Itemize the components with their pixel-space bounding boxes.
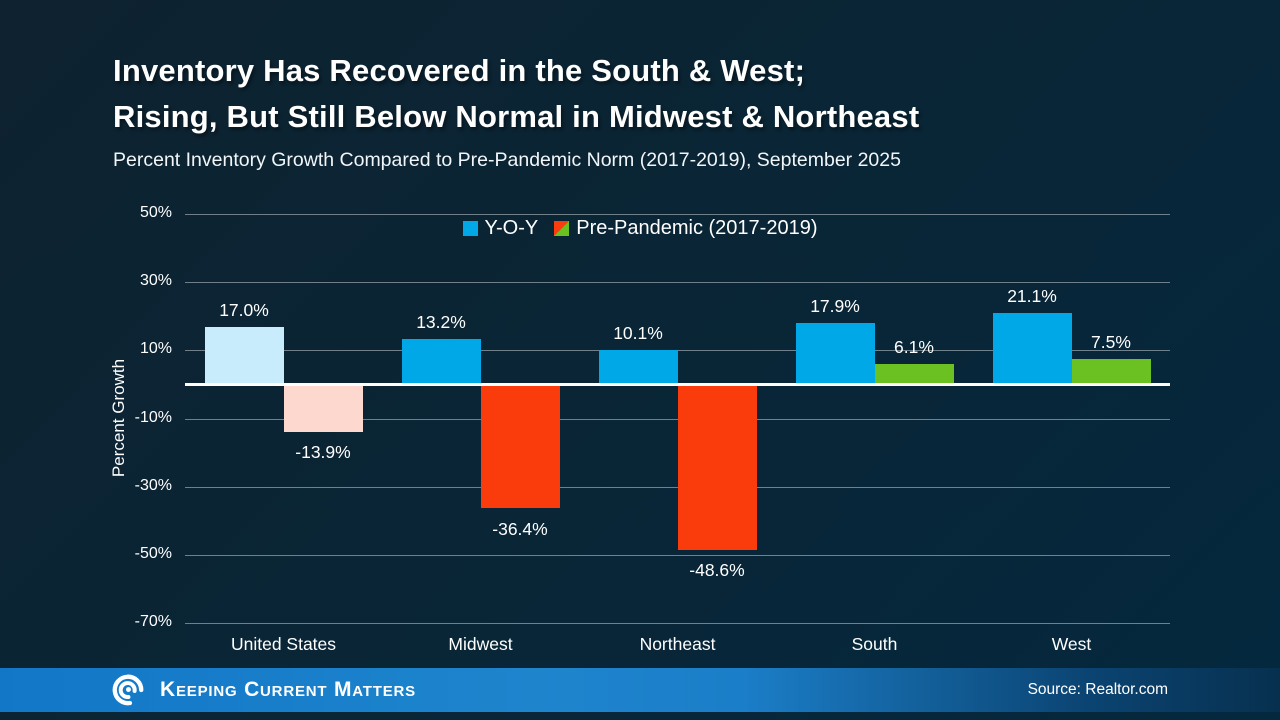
bar-pre-pandemic-2017-2019-west [1071, 358, 1151, 383]
bar-pre-pandemic-2017-2019-south [874, 363, 954, 383]
bar-y-o-y-west [992, 312, 1072, 383]
prepandemic-legend-swatch-icon [554, 221, 570, 236]
value-label-y-o-y-northeast: 10.1% [613, 323, 663, 343]
gridline [185, 350, 1170, 352]
y-tick-label: 50% [139, 204, 172, 221]
y-tick-label: -50% [134, 544, 172, 562]
bar-y-o-y-south [795, 323, 875, 383]
gridline [185, 623, 1170, 624]
yoy-legend-swatch-icon [462, 221, 478, 236]
chart-subtitle: Percent Inventory Growth Compared to Pre… [113, 149, 901, 171]
title-block: Inventory Has Recovered in the South & W… [113, 48, 919, 172]
bar-y-o-y-united-states [204, 326, 284, 383]
value-label-y-o-y-west: 21.1% [1007, 285, 1057, 306]
x-category-label: United States [230, 634, 337, 654]
gridline [185, 282, 1170, 284]
bar-y-o-y-northeast [598, 350, 678, 383]
bar-pre-pandemic-2017-2019-northeast [677, 385, 757, 550]
y-tick-label: 30% [139, 272, 172, 290]
value-label-y-o-y-south: 17.9% [810, 296, 860, 317]
value-label-y-o-y-united-states: 17.0% [219, 299, 269, 320]
gridline [185, 554, 1170, 556]
y-tick-label: -30% [134, 476, 172, 494]
y-tick-label: -10% [134, 408, 172, 426]
zero-baseline [185, 382, 1170, 386]
bar-pre-pandemic-2017-2019-midwest [480, 385, 560, 509]
y-tick-label: 10% [139, 340, 172, 358]
legend-item-yoy: Y-O-Y [462, 217, 539, 240]
legend-label-yoy: Y-O-Y [484, 217, 539, 239]
legend-item-prepandemic: Pre-Pandemic (2017-2019) [554, 217, 817, 240]
page-title-line-2: Rising, But Still Below Normal in Midwes… [113, 99, 920, 134]
kcm-swirl-logo-icon [112, 674, 144, 706]
chart-legend: Y-O-Y Pre-Pandemic (2017-2019) [0, 217, 1280, 240]
brand-name: Keeping Current Matters [160, 678, 416, 701]
gridline [185, 214, 1170, 215]
value-label-pre-pandemic-2017-2019-united-states: -13.9% [295, 441, 351, 462]
value-label-pre-pandemic-2017-2019-northeast: -48.6% [689, 560, 745, 581]
x-category-label: South [851, 634, 898, 654]
y-tick-label: -70% [134, 613, 172, 630]
value-label-pre-pandemic-2017-2019-west: 7.5% [1091, 331, 1131, 352]
bar-pre-pandemic-2017-2019-united-states [283, 385, 363, 432]
page-title-line-1: Inventory Has Recovered in the South & W… [113, 53, 806, 88]
value-label-pre-pandemic-2017-2019-midwest: -36.4% [492, 518, 548, 539]
value-label-y-o-y-midwest: 13.2% [416, 312, 466, 333]
x-category-label: West [1051, 634, 1092, 654]
x-category-label: Midwest [448, 634, 513, 654]
bar-y-o-y-midwest [401, 339, 481, 383]
footer-bar: Keeping Current Matters Source: Realtor.… [0, 668, 1280, 712]
value-label-pre-pandemic-2017-2019-south: 6.1% [894, 336, 934, 357]
legend-label-prepandemic: Pre-Pandemic (2017-2019) [576, 217, 818, 239]
x-category-label: Northeast [639, 634, 716, 654]
source-attribution: Source: Realtor.com [1027, 681, 1168, 698]
